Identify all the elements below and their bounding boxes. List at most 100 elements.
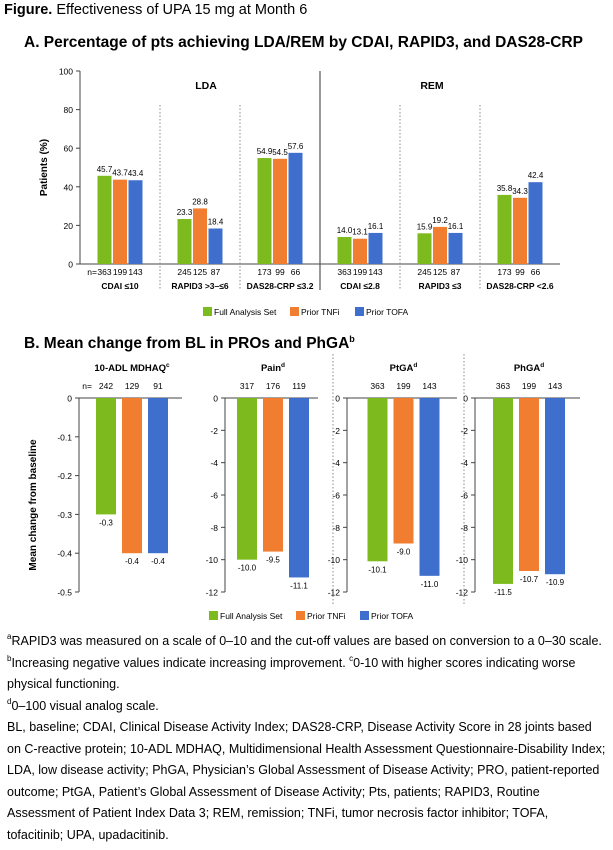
y-tick-label: -0.1 bbox=[57, 432, 72, 442]
bar-full-analysis-set bbox=[97, 175, 112, 264]
y-tick-label: -12 bbox=[456, 588, 469, 598]
figure-title: Figure. Effectiveness of UPA 15 mg at Mo… bbox=[4, 2, 307, 18]
bar-full-analysis-set bbox=[493, 398, 513, 584]
data-label: -10.1 bbox=[368, 565, 387, 574]
bar-full-analysis-set bbox=[367, 398, 388, 562]
data-label: 35.8 bbox=[497, 184, 513, 193]
panel-title-text: Pain bbox=[261, 363, 281, 374]
footnote-a: RAPID3 was measured on a scale of 0–10 a… bbox=[11, 634, 602, 648]
footnote-b: Increasing negative values indicate incr… bbox=[11, 655, 346, 670]
panel-label-lda: LDA bbox=[195, 80, 217, 92]
bar-prior-tofa bbox=[128, 180, 143, 264]
n-value: 199 bbox=[353, 267, 367, 277]
bar-prior-tnfi bbox=[263, 398, 283, 552]
data-label: -11.5 bbox=[494, 588, 512, 597]
data-label: -11.0 bbox=[421, 580, 439, 589]
category-label: CDAI ≤10 bbox=[101, 281, 139, 291]
legend-swatch-prior-tnfi bbox=[296, 611, 305, 620]
data-label: 18.4 bbox=[208, 217, 224, 226]
y-axis-title: Mean change from baseline bbox=[28, 439, 39, 571]
bar-prior-tnfi bbox=[393, 398, 414, 544]
bar-prior-tnfi bbox=[122, 398, 142, 554]
n-value: 199 bbox=[522, 381, 536, 391]
y-tick-label: -0.4 bbox=[57, 549, 72, 559]
data-label: -10.9 bbox=[546, 578, 565, 587]
data-label: -0.3 bbox=[99, 518, 113, 527]
panel-title-text: PhGA bbox=[514, 363, 541, 374]
n-value: 176 bbox=[266, 381, 280, 391]
y-tick-label: -4 bbox=[460, 458, 468, 468]
category-label: CDAI ≤2.8 bbox=[340, 281, 380, 291]
section-b-title: B. Mean change from BL in PROs and PhGAb bbox=[24, 334, 355, 353]
figure-title-text: Effectiveness of UPA 15 mg at Month 6 bbox=[56, 2, 308, 18]
data-label: 43.7 bbox=[112, 169, 128, 178]
panel-title-10-adl-mdhaq: 10-ADL MDHAQc bbox=[94, 362, 170, 374]
bar-prior-tnfi bbox=[513, 197, 527, 264]
legend-swatch-prior-tofa bbox=[360, 611, 369, 620]
n-value: 173 bbox=[497, 267, 511, 277]
n-value: 363 bbox=[370, 381, 384, 391]
n-value: 245 bbox=[177, 267, 191, 277]
footnote-b-sup: b bbox=[7, 653, 12, 663]
panel-title-sup: c bbox=[166, 362, 170, 369]
abbreviations: BL, baseline; CDAI, Clinical Disease Act… bbox=[7, 720, 606, 842]
data-label: 54.9 bbox=[257, 147, 273, 156]
data-label: 16.1 bbox=[448, 222, 464, 231]
data-label: 45.7 bbox=[97, 165, 113, 174]
footnote-ab: aRAPID3 was measured on a scale of 0–10 … bbox=[7, 631, 607, 696]
category-label: RAPID3 ≤3 bbox=[419, 281, 462, 291]
category-label: RAPID3 >3–≤6 bbox=[171, 281, 229, 291]
n-value: 143 bbox=[548, 381, 562, 391]
bar-full-analysis-set bbox=[497, 194, 512, 264]
y-tick-label: -8 bbox=[460, 523, 468, 533]
data-label: 16.1 bbox=[368, 222, 384, 231]
y-tick-label: -10 bbox=[456, 555, 469, 565]
y-tick-label: -8 bbox=[332, 523, 340, 533]
panel-title-sup: d bbox=[413, 362, 417, 369]
bar-prior-tofa bbox=[528, 182, 543, 264]
data-label: -0.4 bbox=[151, 557, 165, 566]
data-label: 19.2 bbox=[432, 216, 448, 225]
y-tick-label: -2 bbox=[460, 426, 468, 436]
n-value: 66 bbox=[291, 267, 301, 277]
footnote-a-sup: a bbox=[7, 632, 12, 641]
bar-full-analysis-set bbox=[96, 398, 116, 515]
footnote-c: 0-10 with higher scores indicating worse… bbox=[7, 655, 576, 692]
bar-prior-tofa bbox=[208, 228, 223, 264]
y-tick-label: -4 bbox=[332, 458, 340, 468]
n-value: 143 bbox=[128, 267, 142, 277]
y-tick-label: -0.3 bbox=[57, 510, 72, 520]
bar-prior-tnfi bbox=[519, 398, 539, 571]
legend-label-prior-tnfi: Prior TNFi bbox=[301, 307, 340, 317]
footnote-d-sup: d bbox=[7, 696, 12, 706]
data-label: 14.0 bbox=[337, 226, 353, 235]
section-b-title-sup: b bbox=[349, 334, 355, 344]
n-value: 245 bbox=[417, 267, 431, 277]
panel-title-sup: d bbox=[540, 362, 544, 369]
footnote-d-line: d0–100 visual analog scale. bbox=[7, 696, 607, 718]
bar-prior-tofa bbox=[419, 398, 440, 576]
y-tick-label: 0 bbox=[213, 394, 218, 404]
figure-label: Figure. bbox=[4, 2, 53, 18]
y-tick-label: -6 bbox=[332, 491, 340, 501]
bar-full-analysis-set bbox=[337, 236, 352, 264]
n-value: 99 bbox=[515, 267, 525, 277]
n-value: 363 bbox=[337, 267, 351, 277]
legend-label-prior-tofa: Prior TOFA bbox=[371, 611, 414, 621]
bar-full-analysis-set bbox=[417, 233, 432, 264]
data-label: 43.4 bbox=[128, 169, 144, 178]
y-tick-label: 0 bbox=[335, 394, 340, 404]
bar-prior-tnfi bbox=[353, 238, 367, 264]
legend-label-full-analysis-set: Full Analysis Set bbox=[214, 307, 277, 317]
n-value: 199 bbox=[396, 381, 410, 391]
y-tick-label: -0.5 bbox=[57, 588, 72, 598]
panel-title-pain: Paind bbox=[261, 362, 285, 374]
data-label: -10.0 bbox=[238, 564, 257, 573]
n-prefix: n= bbox=[82, 381, 92, 391]
data-label: -0.4 bbox=[125, 557, 139, 566]
category-label: DAS28-CRP <2.6 bbox=[486, 281, 553, 291]
y-axis-title: Patients (%) bbox=[39, 139, 50, 196]
chart-a: 0 20 40 60 80 100 Patients (%) LDA REM n= 45.7 363 4… bbox=[39, 67, 560, 317]
bar-prior-tofa bbox=[545, 398, 565, 575]
data-label: 34.3 bbox=[512, 187, 528, 196]
